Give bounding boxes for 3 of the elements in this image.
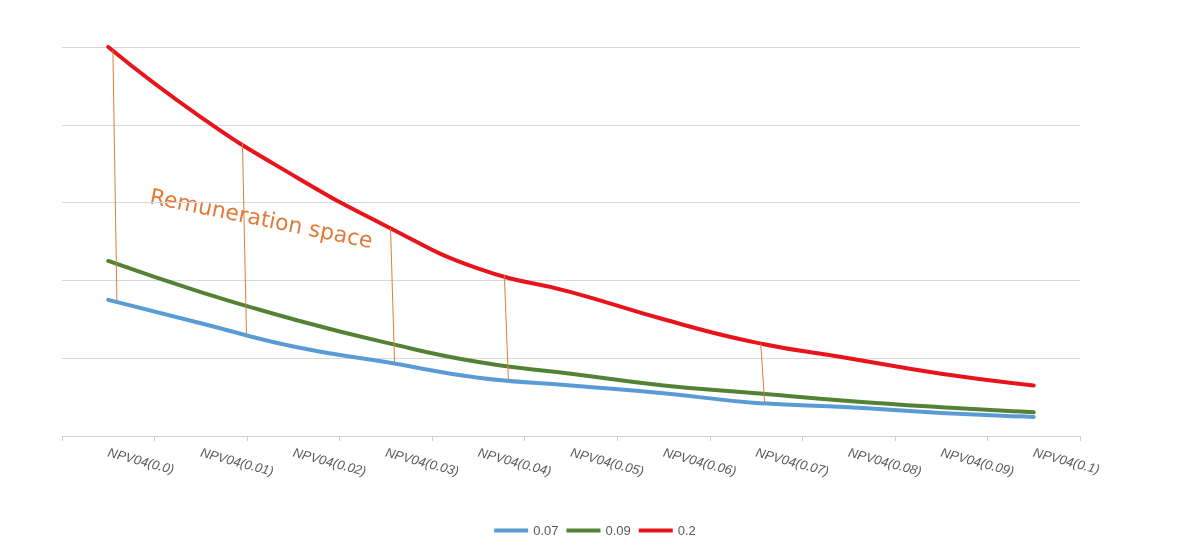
- legend-label: 0.09: [605, 523, 631, 538]
- legend-label: 0.2: [677, 523, 696, 538]
- legend-label: 0.07: [533, 523, 559, 538]
